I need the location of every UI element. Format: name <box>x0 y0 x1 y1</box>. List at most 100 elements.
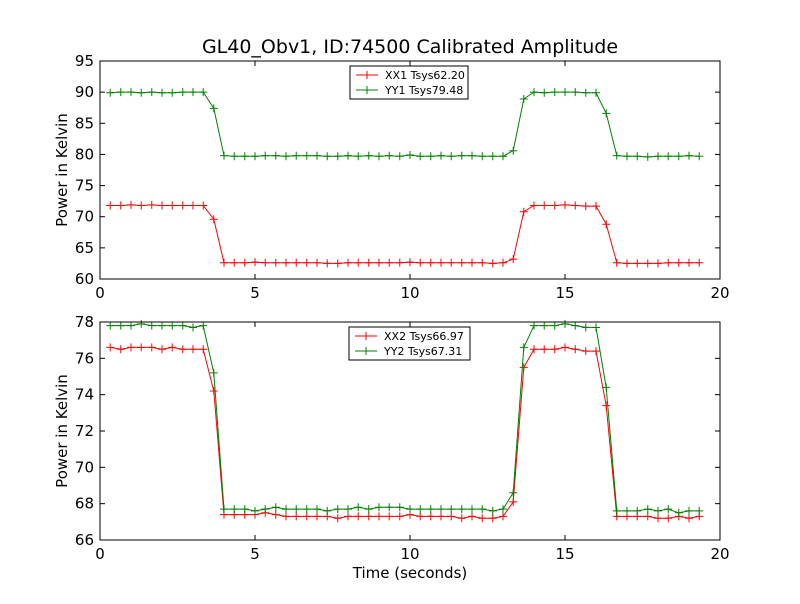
data-point-marker <box>695 152 704 161</box>
y-tick-label: 66 <box>75 531 94 549</box>
data-point-marker <box>199 88 208 97</box>
y-tick-label: 90 <box>75 83 94 101</box>
data-point-marker <box>116 321 125 330</box>
data-point-marker <box>519 94 528 103</box>
data-point-marker <box>612 506 621 515</box>
data-point-marker <box>592 323 600 332</box>
data-point-marker <box>561 88 569 97</box>
data-point-marker <box>158 345 166 354</box>
data-point-marker <box>106 343 115 352</box>
data-point-marker <box>333 152 342 161</box>
axes-frame <box>99 321 721 541</box>
data-point-marker <box>158 88 166 97</box>
data-point-marker <box>395 152 404 161</box>
data-point-marker <box>323 152 332 161</box>
data-point-marker <box>116 88 125 97</box>
legend-label: YY1 Tsys79.48 <box>384 84 463 97</box>
data-point-marker <box>220 505 228 514</box>
data-point-marker <box>437 512 445 521</box>
data-point-marker <box>323 259 332 268</box>
data-point-marker <box>530 201 538 210</box>
data-point-marker <box>240 152 249 161</box>
legend-box <box>348 326 471 361</box>
data-point-marker <box>178 321 187 330</box>
data-point-marker <box>189 323 197 332</box>
data-point-marker <box>519 343 528 352</box>
data-point-marker <box>468 151 476 160</box>
data-point-marker <box>540 201 549 210</box>
data-point-marker <box>127 343 135 352</box>
data-point-marker <box>602 220 611 229</box>
y-tick-label: 75 <box>75 177 94 195</box>
data-point-marker <box>416 152 425 161</box>
data-point-marker <box>137 88 146 97</box>
data-point-marker <box>364 505 373 514</box>
legend-label: XX1 Tsys62.20 <box>385 69 465 82</box>
data-point-marker <box>437 151 445 160</box>
y-tick-label: 85 <box>75 114 94 132</box>
data-point-marker <box>313 258 321 267</box>
data-point-marker <box>261 151 270 160</box>
data-point-marker <box>271 258 280 267</box>
data-point-marker <box>571 88 580 97</box>
data-point-marker <box>457 505 466 514</box>
series-line-2 <box>110 323 700 514</box>
x-tick-label: 10 <box>400 284 419 302</box>
data-point-marker <box>540 321 549 330</box>
data-point-marker <box>364 258 373 267</box>
y-tick-label: 72 <box>75 422 94 440</box>
data-point-marker <box>106 321 115 330</box>
data-point-marker <box>375 512 383 521</box>
data-point-marker <box>395 512 404 521</box>
data-point-marker <box>127 321 135 330</box>
data-point-marker <box>199 201 208 210</box>
data-point-marker <box>509 488 518 497</box>
data-point-marker <box>209 368 218 377</box>
data-point-marker <box>364 151 373 160</box>
x-tick-label: 15 <box>555 284 574 302</box>
data-point-marker <box>623 259 631 268</box>
data-point-marker <box>333 259 342 268</box>
y-tick-label: 60 <box>75 270 94 288</box>
data-point-marker <box>178 88 187 97</box>
data-point-marker <box>457 514 466 523</box>
data-point-marker <box>292 151 301 160</box>
x-tick-label: 10 <box>400 545 419 563</box>
x-tick-label: 5 <box>250 284 260 302</box>
data-point-marker <box>313 512 321 521</box>
data-point-marker <box>395 503 404 512</box>
data-point-marker <box>468 258 476 267</box>
data-point-marker <box>654 514 662 523</box>
data-point-marker <box>530 88 538 97</box>
data-point-marker <box>137 319 146 328</box>
data-point-marker <box>612 151 621 160</box>
data-point-marker <box>271 510 280 519</box>
data-point-marker <box>137 201 146 210</box>
data-point-marker <box>654 259 662 268</box>
data-point-marker <box>581 88 590 97</box>
data-point-marker <box>447 512 456 521</box>
data-point-marker <box>488 514 497 523</box>
data-point-marker <box>571 321 580 330</box>
data-point-marker <box>199 321 208 330</box>
series-line-1 <box>110 204 700 264</box>
data-point-marker <box>230 258 239 267</box>
data-point-marker <box>147 88 156 97</box>
data-point-marker <box>209 104 218 113</box>
data-point-marker <box>581 323 590 332</box>
data-point-marker <box>385 151 394 160</box>
data-point-marker <box>106 88 115 97</box>
data-point-marker <box>292 505 301 514</box>
data-point-marker <box>189 345 197 354</box>
data-point-marker <box>664 258 673 267</box>
data-point-marker <box>447 152 456 161</box>
subplot-bottom: 0 5 10 15 20 66 68 70 72 74 76 78 Power in Kelvin XX2… <box>53 313 730 563</box>
data-point-marker <box>230 505 239 514</box>
data-point-marker <box>519 207 528 216</box>
data-point-marker <box>488 259 497 268</box>
data-point-marker <box>127 88 135 97</box>
data-point-marker <box>550 345 559 354</box>
data-point-marker <box>643 512 652 521</box>
x-tick-label: 0 <box>95 545 105 563</box>
